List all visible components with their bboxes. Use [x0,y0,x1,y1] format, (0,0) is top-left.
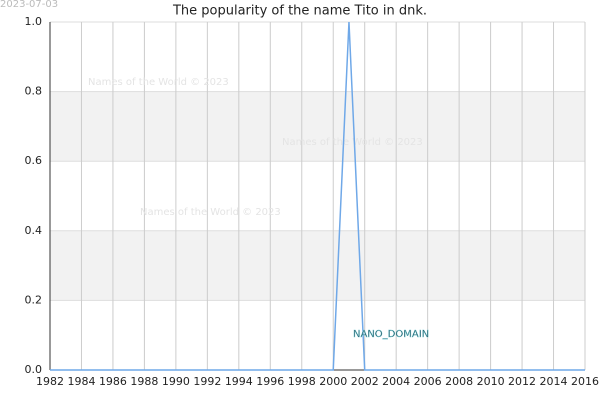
x-tick-label: 2004 [382,375,410,388]
x-tick-label: 1986 [99,375,127,388]
x-tick-label: 2014 [540,375,568,388]
watermark: Names of the World © 2023 [140,207,281,218]
x-tick-label: 1994 [225,375,253,388]
x-tick-label: 1990 [162,375,190,388]
x-tick-label: 1982 [36,375,64,388]
y-tick-label: 0.0 [25,363,43,376]
y-tick-label: 0.6 [25,154,43,167]
x-tick-label: 2000 [319,375,347,388]
watermark: Names of the World © 2023 [282,137,423,148]
x-tick-label: 2016 [571,375,599,388]
x-tick-label: 1988 [130,375,158,388]
grid-band [50,91,585,162]
x-tick-label: 2006 [414,375,442,388]
chart-title: The popularity of the name Tito in dnk. [172,4,427,19]
y-tick-label: 0.2 [25,293,43,306]
x-tick-label: 1996 [256,375,284,388]
watermark: Names of the World © 2023 [88,77,229,88]
data-line [50,21,585,371]
x-tick-label: 2010 [477,375,505,388]
y-tick-label: 0.8 [25,85,43,98]
x-tick-label: 2012 [508,375,536,388]
y-tick-label: 0.4 [25,224,43,237]
date-stamp: 2023-07-03 [0,0,58,10]
grid-band [50,230,585,301]
x-tick-label: 1998 [288,375,316,388]
x-tick-label: 2002 [351,375,379,388]
domain-label: NANO_DOMAIN [353,329,429,340]
y-tick-label: 1.0 [25,15,43,28]
x-tick-label: 1992 [193,375,221,388]
x-tick-label: 1984 [67,375,95,388]
x-tick-label: 2008 [445,375,473,388]
